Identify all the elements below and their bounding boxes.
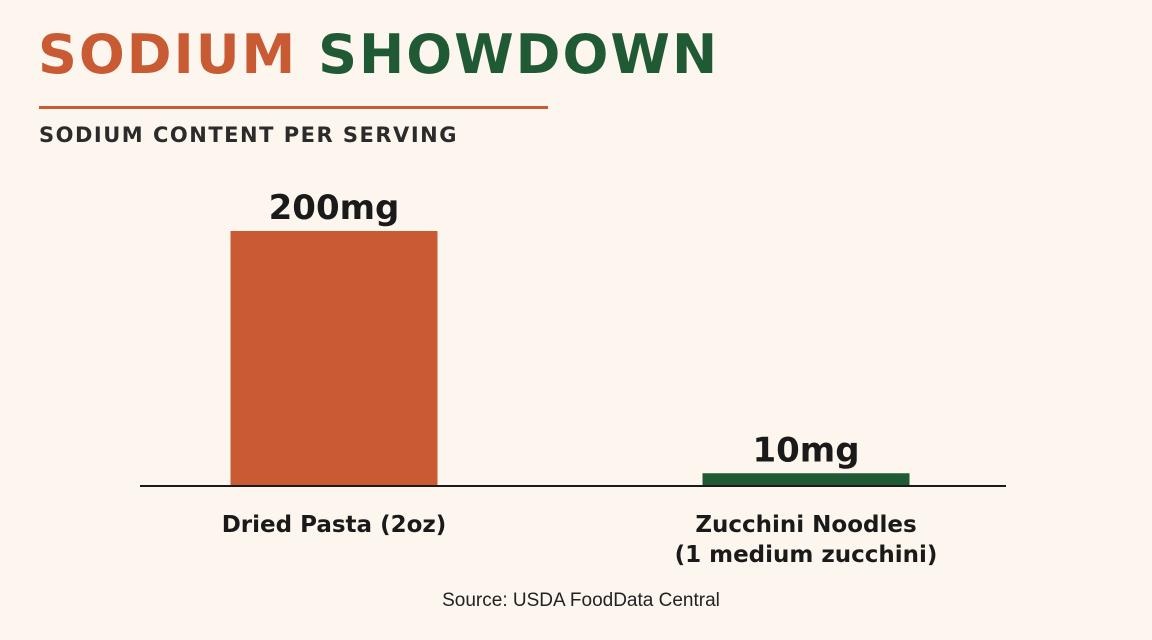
title-word-showdown: SHOWDOWN <box>318 23 720 86</box>
value-label-0: 200mg <box>269 188 400 228</box>
title-word-sodium: SODIUM <box>38 23 298 86</box>
category-label-1-1: (1 medium zucchini) <box>675 542 938 568</box>
bar-0 <box>230 231 438 486</box>
value-label-1: 10mg <box>752 430 859 470</box>
source-note: Source: USDA FoodData Central <box>442 590 720 611</box>
chart-subtitle: SODIUM CONTENT PER SERVING <box>39 123 458 147</box>
bar-1 <box>702 473 910 486</box>
category-label-0-0: Dried Pasta (2oz) <box>222 512 447 538</box>
title-underline <box>39 106 548 109</box>
page-title: SODIUM SHOWDOWN <box>38 28 719 82</box>
category-label-1-0: Zucchini Noodles <box>695 512 916 538</box>
